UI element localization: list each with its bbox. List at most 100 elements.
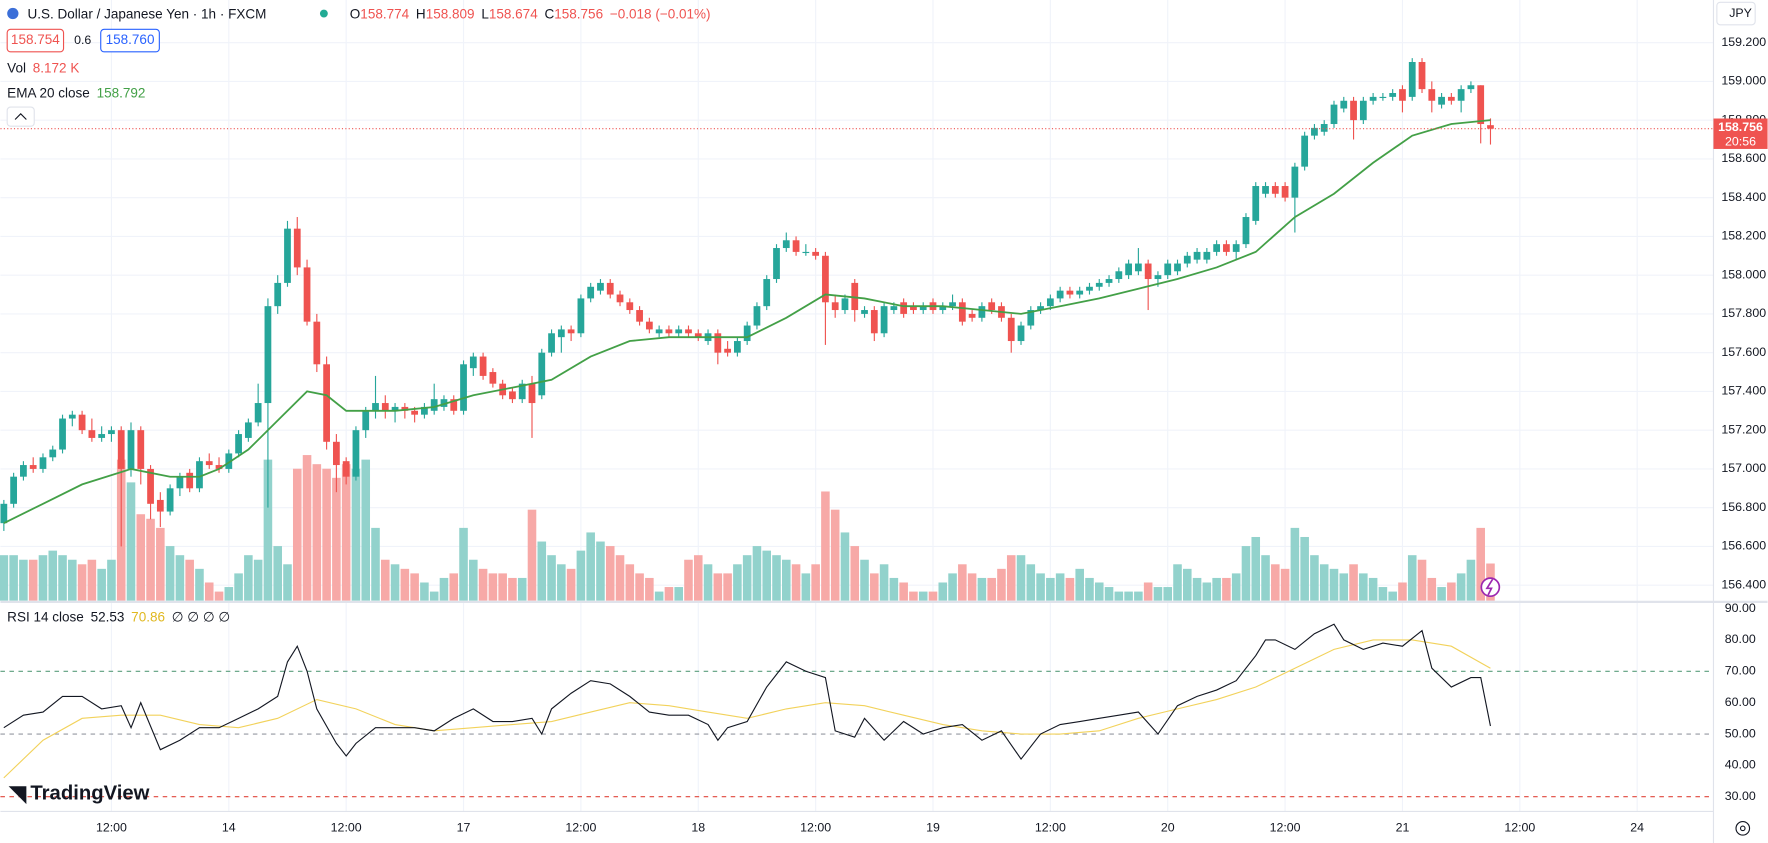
volume-bar <box>341 464 351 601</box>
volume-bar <box>1359 573 1368 601</box>
rsi-tick-label: 70.00 <box>1725 664 1756 678</box>
candle-body <box>147 468 154 504</box>
volume-bar <box>1104 587 1114 601</box>
candle-body <box>851 282 859 311</box>
settings-icon[interactable] <box>1735 821 1751 836</box>
logo-text: TradingView <box>30 783 149 805</box>
volume-bar <box>1290 527 1300 601</box>
x-tick-label: 24 <box>1630 821 1644 835</box>
candle-body <box>323 364 330 442</box>
volume-bar <box>772 555 781 601</box>
sell-box[interactable] <box>6 28 65 53</box>
candle-body <box>518 383 526 400</box>
ohlc-value: 158.809 <box>426 6 475 21</box>
candle-body <box>342 461 350 477</box>
candle-body <box>587 286 595 299</box>
volume-bar <box>557 564 566 601</box>
candle-body <box>1399 89 1406 101</box>
volume-bar <box>879 564 889 601</box>
last-price-box <box>1713 118 1768 149</box>
rsi-tick-label: 30.00 <box>1725 789 1756 803</box>
candle-body <box>1447 96 1455 101</box>
rsi-tick-label: 40.00 <box>1725 758 1756 772</box>
volume-bar <box>713 573 723 601</box>
rsi-legend: RSI 14 close 52.53 70.86 ∅ ∅ ∅ ∅ <box>7 609 230 624</box>
volume-bar <box>498 573 507 601</box>
candle-body <box>176 476 184 489</box>
volume-bar <box>1388 591 1397 601</box>
candle-body <box>1418 62 1426 90</box>
candle-body <box>1164 263 1172 276</box>
y-tick-label: 157.400 <box>1721 384 1766 398</box>
volume-bar <box>478 568 488 601</box>
volume-bar <box>958 564 967 601</box>
volume-bar <box>1476 527 1485 601</box>
candle-body <box>831 302 839 311</box>
volume-name: Vol <box>7 60 26 75</box>
symbol: U.S. Dollar / Japanese Yen · 1h · FXCM <box>27 6 266 21</box>
volume-bar <box>703 564 713 601</box>
collapse-button[interactable] <box>6 106 35 127</box>
volume-bar <box>107 559 116 601</box>
candle-body <box>333 441 340 466</box>
volume-bar <box>185 559 194 601</box>
volume-bar <box>948 573 957 601</box>
volume-bar <box>987 577 996 601</box>
volume-bar <box>1134 591 1143 601</box>
ohlc-change: −0.018 (−0.01%) <box>610 6 711 21</box>
volume-bar <box>830 509 840 601</box>
candle-body <box>1223 244 1230 252</box>
volume-bar <box>322 468 331 601</box>
volume-bar <box>469 559 478 601</box>
candle-body <box>968 313 976 318</box>
candle-body <box>1320 124 1328 132</box>
buy-box[interactable] <box>100 28 160 53</box>
candle-body <box>313 321 321 365</box>
volume-bar <box>615 555 625 601</box>
currency[interactable]: JPY <box>1729 6 1752 20</box>
volume-bar <box>801 573 811 601</box>
candle-body <box>1193 251 1201 260</box>
y-tick-label: 158.000 <box>1721 267 1766 281</box>
candle-body <box>1154 275 1162 280</box>
candle-body <box>988 302 996 311</box>
candle-body <box>958 302 966 322</box>
candle-body <box>822 255 829 303</box>
volume-bar <box>811 564 820 601</box>
candle-body <box>1203 251 1211 260</box>
x-tick-label: 17 <box>457 821 471 835</box>
volume-bar <box>1329 568 1339 601</box>
event-icon[interactable] <box>1480 577 1501 598</box>
volume-bar <box>58 555 67 601</box>
volume-bar <box>332 477 341 601</box>
volume-bar <box>850 546 860 601</box>
volume-bar <box>733 564 742 601</box>
candle-body <box>401 406 409 411</box>
symbol-legend[interactable]: U.S. Dollar / Japanese Yen · 1h · FXCM <box>27 6 266 21</box>
volume-bar <box>1065 577 1075 601</box>
candle-body <box>303 267 311 322</box>
candle-body <box>381 403 389 411</box>
volume-bar <box>967 573 977 601</box>
volume-bar <box>1163 587 1173 601</box>
volume-bar <box>605 546 615 601</box>
candle-body <box>264 306 272 404</box>
candle-body <box>430 399 438 411</box>
volume-bar <box>537 541 547 601</box>
candle-body <box>1135 263 1142 272</box>
candle-body <box>1095 282 1103 287</box>
volume-bar <box>126 482 136 601</box>
candle-body <box>1046 298 1054 307</box>
candle-body <box>215 465 223 469</box>
ask: 158.760 <box>106 32 155 47</box>
volume-bar <box>723 573 732 601</box>
candle-body <box>1076 290 1084 295</box>
spread: 0.6 <box>74 33 91 47</box>
y-tick-label: 157.600 <box>1721 345 1766 359</box>
volume-value: 8.172 K <box>33 60 80 75</box>
volume-bar <box>1398 582 1407 601</box>
candle-body <box>577 298 585 334</box>
candle-body <box>0 503 8 524</box>
volume-bar <box>1094 582 1104 601</box>
volume-bar <box>1114 591 1124 601</box>
